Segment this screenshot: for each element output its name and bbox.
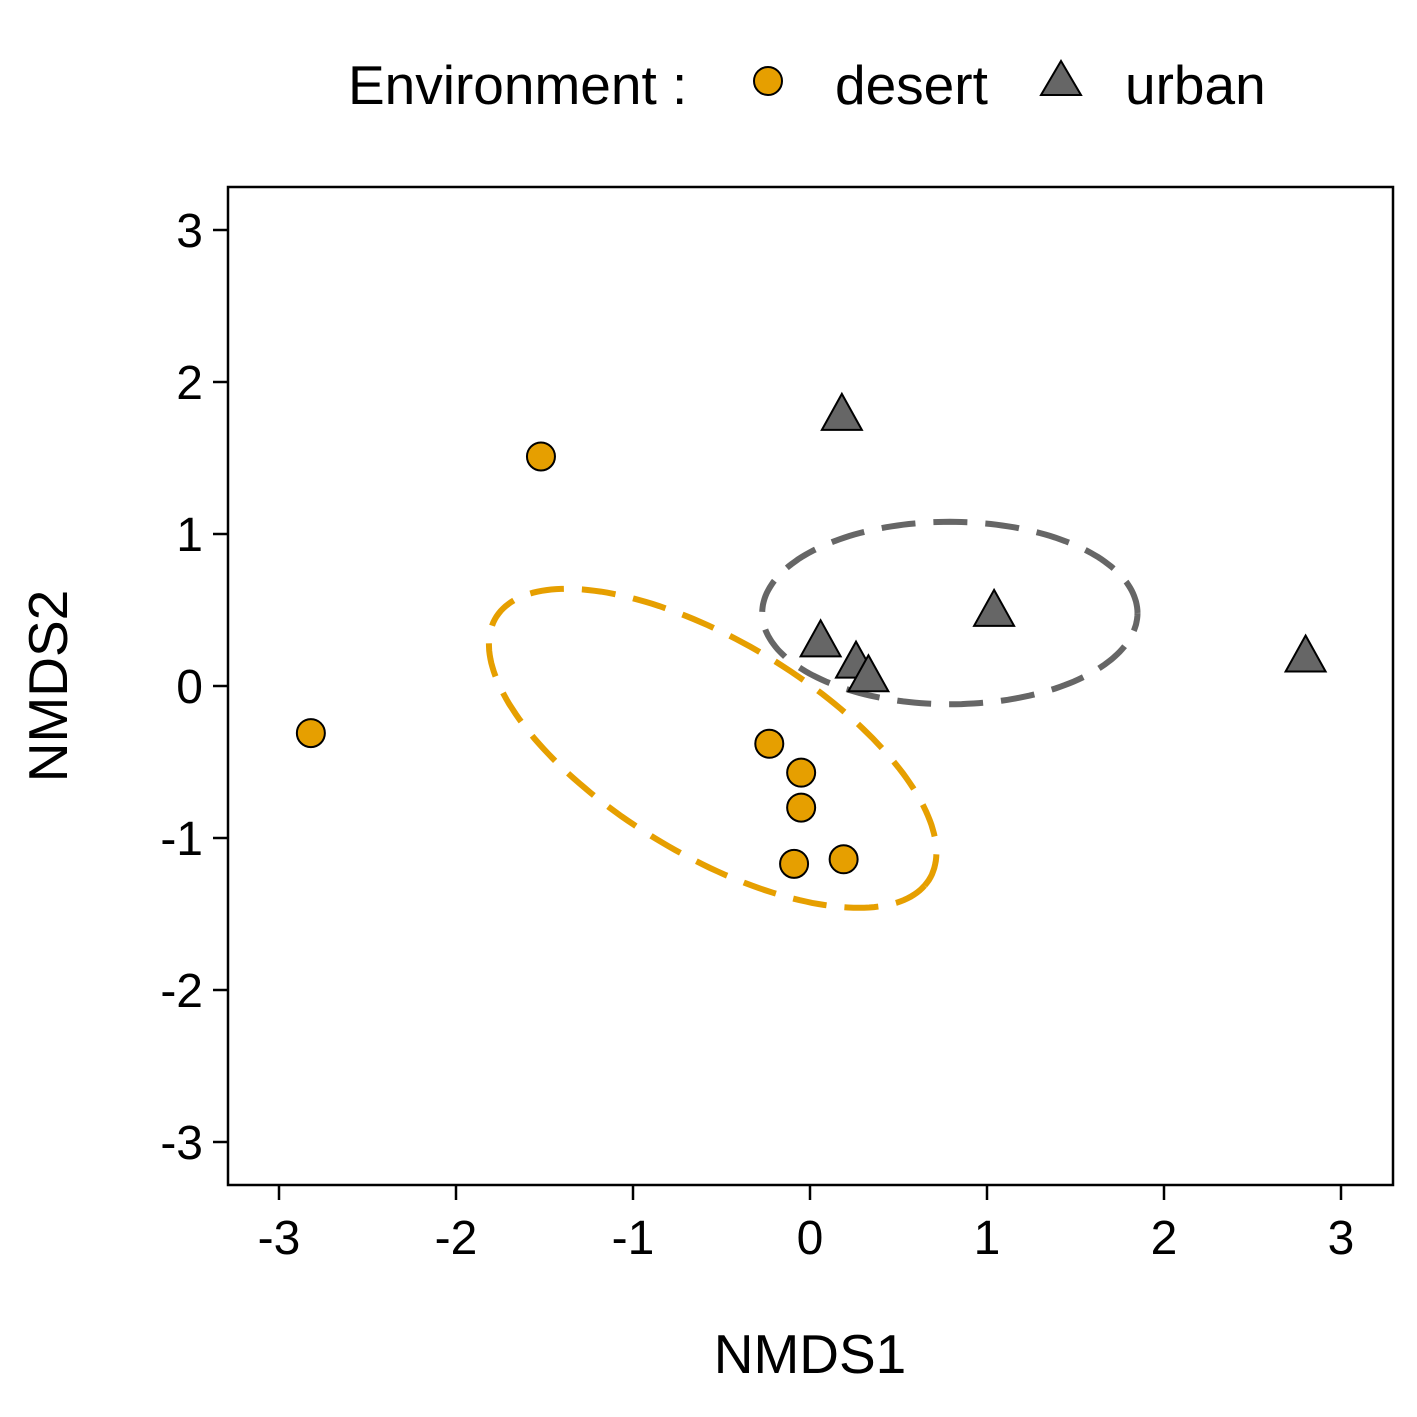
legend-urban-label: urban <box>1125 54 1266 116</box>
y-tick-label-5: 2 <box>176 357 203 410</box>
y-tick-label-1: -2 <box>160 965 203 1018</box>
legend-desert-label: desert <box>835 54 988 116</box>
confidence-ellipses <box>485 518 1141 911</box>
urban-point-3 <box>798 618 843 658</box>
urban-point-5 <box>846 653 891 693</box>
desert-point-3 <box>786 757 817 788</box>
x-tick-label-3: 0 <box>797 1212 824 1265</box>
x-axis: -3 -2 -1 0 1 2 3 <box>258 1185 1355 1265</box>
urban-point-2 <box>1283 633 1328 673</box>
desert-point-2 <box>754 728 785 759</box>
y-tick-label-4: 1 <box>176 509 203 562</box>
x-axis-title: NMDS1 <box>714 1323 907 1385</box>
urban-point-1 <box>972 587 1016 627</box>
desert-ellipse <box>485 585 940 911</box>
legend-title: Environment : <box>348 54 687 116</box>
x-tick-label-4: 1 <box>974 1212 1001 1265</box>
data-points <box>295 391 1328 879</box>
x-tick-label-2: -1 <box>612 1212 655 1265</box>
desert-point-5 <box>779 848 810 879</box>
urban-ellipse <box>759 518 1141 708</box>
x-tick-label-0: -3 <box>258 1212 301 1265</box>
desert-point-1 <box>295 718 326 749</box>
y-tick-label-3: 0 <box>176 661 203 714</box>
y-axis: -3 -2 -1 0 1 2 3 <box>160 205 228 1170</box>
x-tick-label-1: -2 <box>435 1212 478 1265</box>
legend-desert-marker <box>753 66 783 96</box>
desert-point-0 <box>525 441 556 472</box>
desert-point-6 <box>828 844 859 875</box>
legend: Environment : desert urban <box>348 54 1266 116</box>
desert-point-4 <box>786 792 817 823</box>
y-axis-title: NMDS2 <box>17 590 79 783</box>
x-tick-label-6: 3 <box>1328 1212 1355 1265</box>
x-tick-label-5: 2 <box>1151 1212 1178 1265</box>
urban-point-0 <box>820 391 864 431</box>
y-tick-label-0: -3 <box>160 1117 203 1170</box>
legend-urban-marker <box>1039 59 1083 96</box>
y-tick-label-2: -1 <box>160 813 203 866</box>
y-tick-label-6: 3 <box>176 205 203 258</box>
